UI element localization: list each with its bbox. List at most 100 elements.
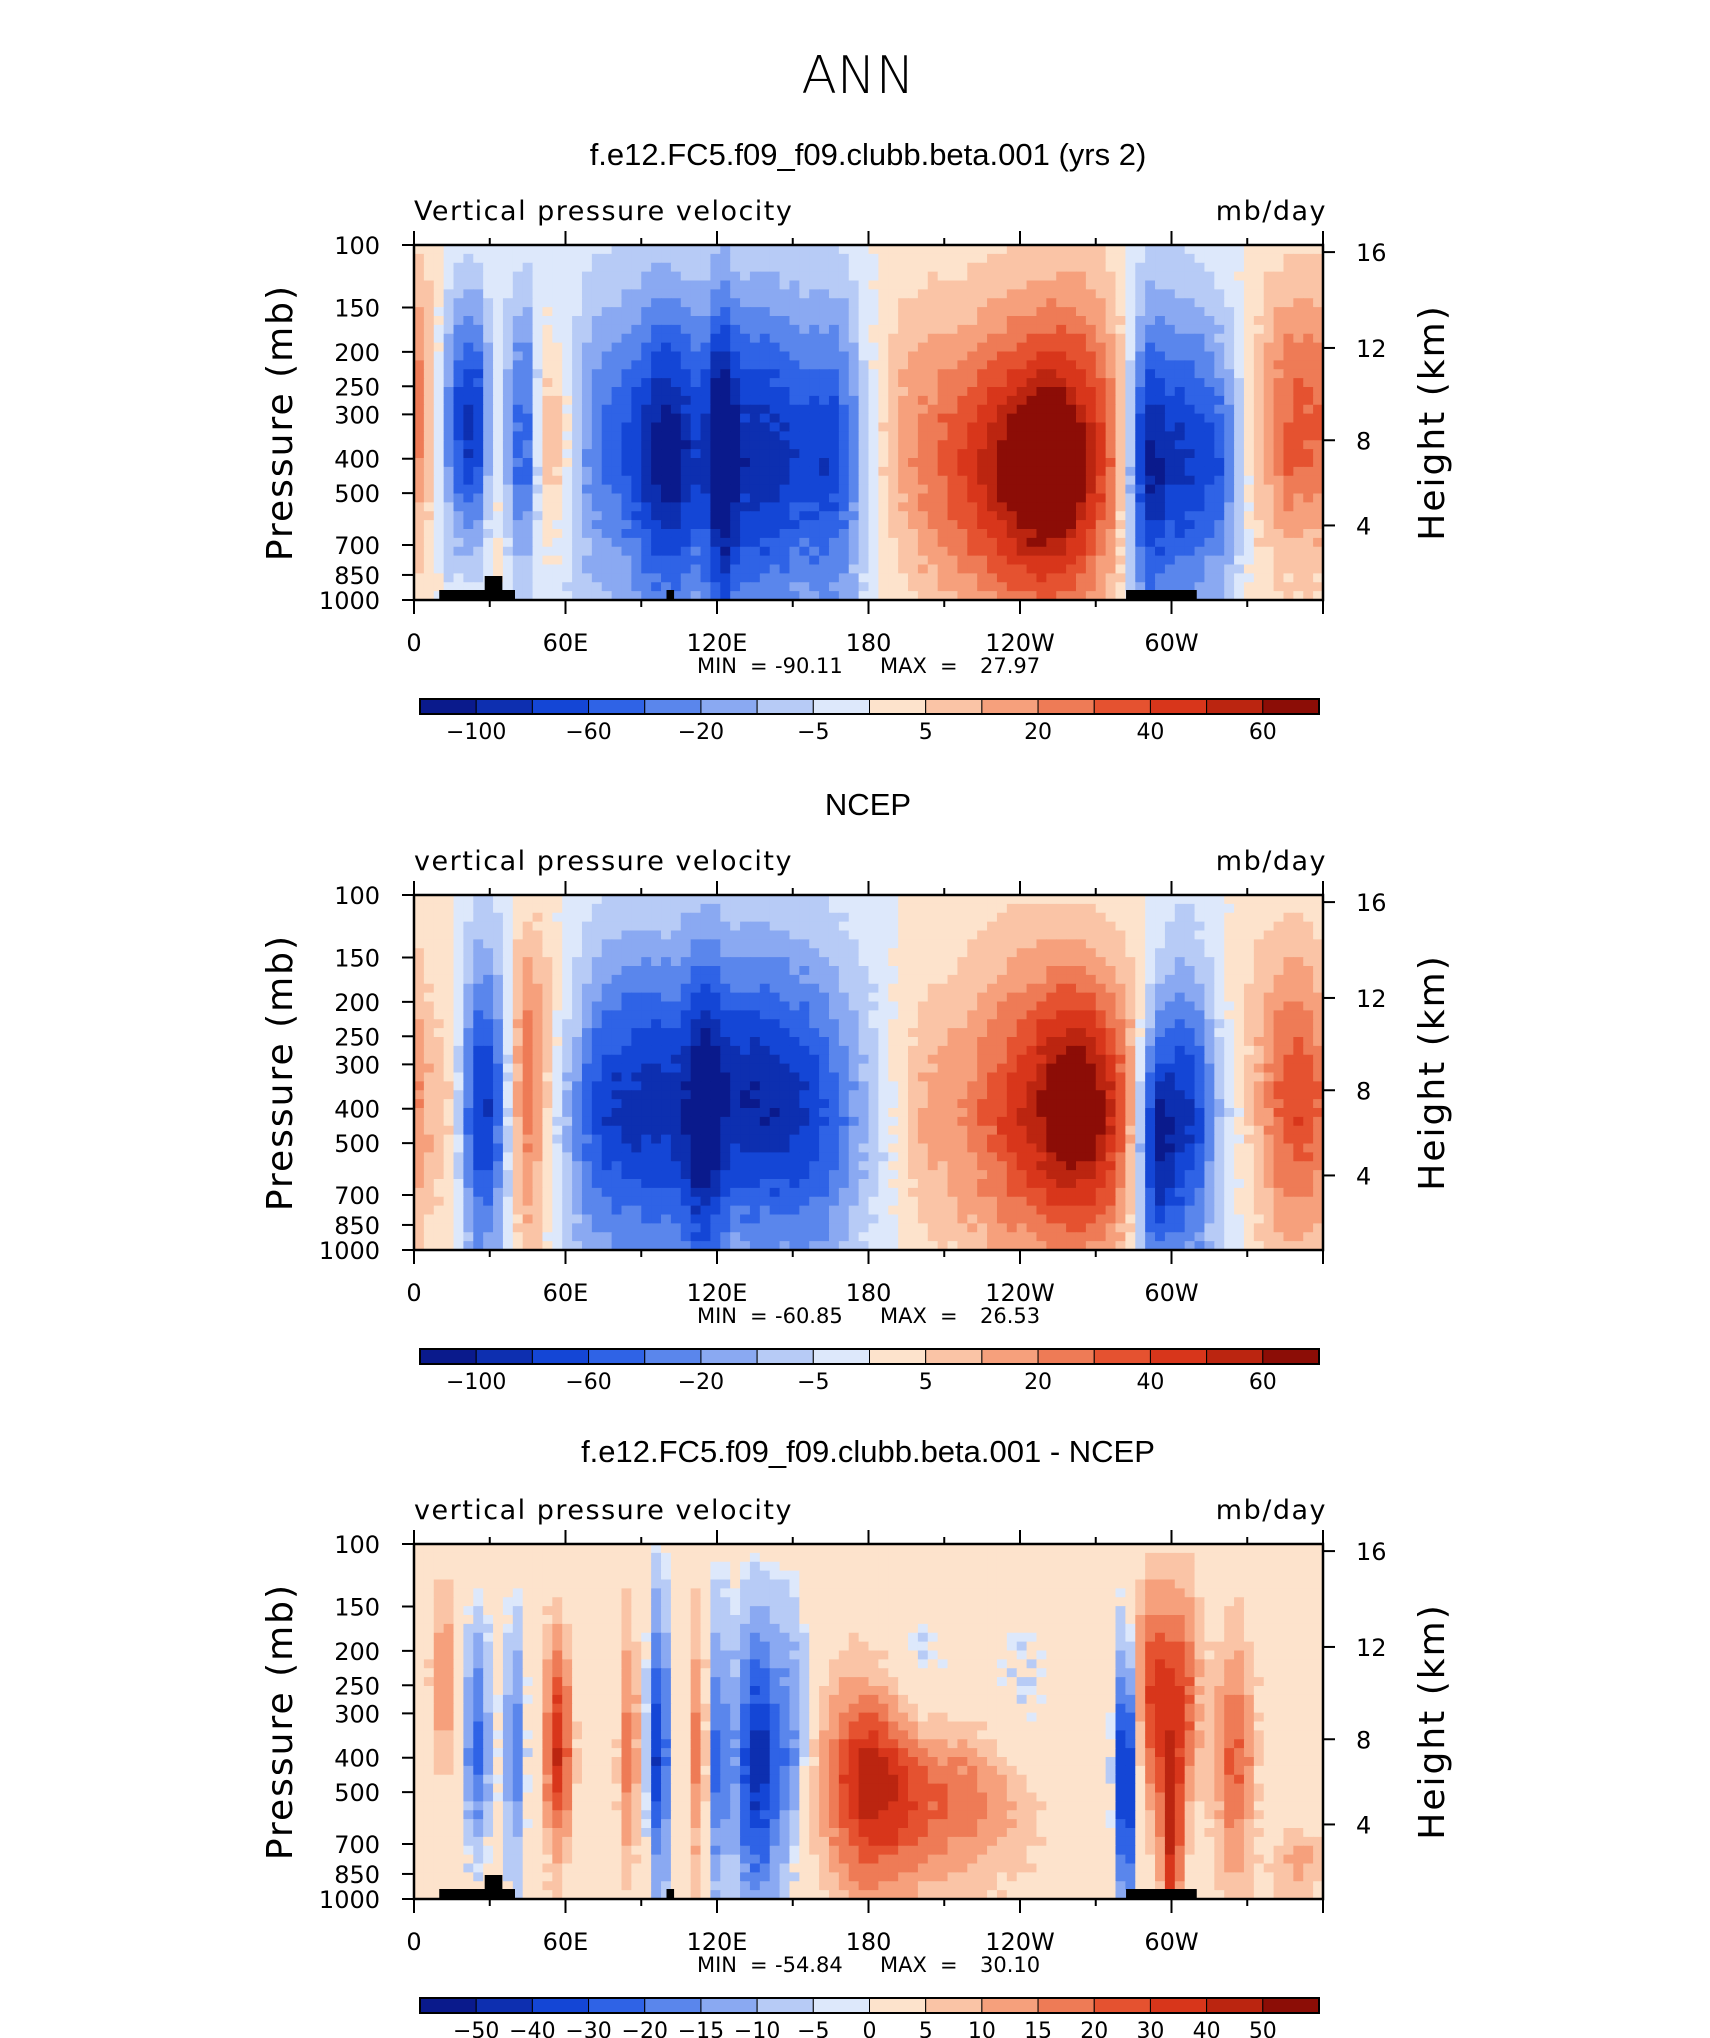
field-cell	[1155, 440, 1166, 450]
field-cell	[947, 983, 959, 994]
field-cell	[1313, 903, 1324, 914]
field-cell	[828, 431, 840, 441]
field-cell	[917, 983, 929, 994]
field-cell	[730, 413, 741, 424]
field-cell	[700, 404, 712, 415]
field-cell	[799, 484, 810, 495]
field-cell	[749, 502, 761, 512]
field-cell	[1214, 440, 1225, 450]
field-cell	[1194, 564, 1206, 574]
field-cell	[858, 930, 870, 940]
field-cell	[740, 1001, 751, 1011]
field-cell	[522, 912, 534, 923]
field-cell	[512, 440, 524, 450]
field-cell	[463, 342, 474, 353]
field-cell	[1046, 253, 1057, 264]
field-cell	[1204, 316, 1215, 326]
field-cell	[749, 466, 761, 477]
field-cell	[1214, 280, 1225, 290]
field-cell	[1303, 280, 1314, 290]
field-cell	[819, 903, 830, 914]
field-cell	[661, 413, 672, 424]
field-cell	[720, 939, 731, 949]
field-cell	[1283, 289, 1294, 299]
field-cell	[977, 992, 988, 1003]
field-cell	[740, 475, 751, 486]
field-cell	[670, 974, 682, 985]
field-cell	[1155, 555, 1166, 566]
field-cell	[473, 992, 484, 1003]
field-cell	[483, 466, 494, 477]
field-cell	[848, 912, 860, 923]
field-cell	[1066, 903, 1077, 914]
field-cell	[1056, 431, 1067, 441]
field-cell	[611, 324, 623, 335]
field-cell	[799, 449, 810, 459]
field-cell	[1224, 895, 1235, 905]
field-cell	[1155, 939, 1166, 949]
field-cell	[1016, 458, 1028, 468]
field-cell	[453, 948, 464, 958]
field-cell	[1283, 591, 1294, 601]
field-cell	[562, 333, 573, 344]
field-cell	[601, 360, 613, 370]
field-cell	[759, 502, 771, 512]
field-cell	[1046, 582, 1057, 592]
field-cell	[1105, 431, 1117, 441]
field-cell	[433, 484, 445, 495]
field-cell	[532, 537, 544, 548]
field-cell	[542, 564, 553, 574]
field-cell	[453, 520, 464, 530]
field-cell	[1273, 280, 1285, 290]
field-cell	[690, 351, 702, 361]
field-cell	[1075, 475, 1087, 486]
field-cell	[443, 422, 455, 432]
field-cell	[651, 591, 662, 601]
field-cell	[493, 458, 504, 468]
field-cell	[562, 529, 573, 539]
field-cell	[641, 1001, 652, 1011]
field-cell	[1036, 591, 1047, 601]
field-cell	[1026, 298, 1038, 308]
field-cell	[720, 333, 731, 344]
field-cell	[1095, 422, 1107, 432]
field-cell	[473, 502, 484, 512]
field-cell	[957, 966, 968, 976]
field-cell	[1085, 289, 1097, 299]
field-cell	[1174, 253, 1186, 264]
field-cell	[1145, 253, 1156, 264]
field-cell	[898, 520, 909, 530]
field-cell	[749, 895, 761, 905]
field-cell	[740, 466, 751, 477]
field-cell	[1253, 484, 1265, 495]
topography-block	[439, 590, 515, 600]
field-cell	[838, 298, 850, 308]
field-cell	[710, 564, 721, 574]
field-cell	[730, 351, 741, 361]
field-cell	[1273, 475, 1285, 486]
field-cell	[828, 422, 840, 432]
field-cell	[1214, 529, 1225, 539]
field-cell	[700, 413, 712, 424]
field-cell	[740, 316, 751, 326]
field-cell	[1155, 930, 1166, 940]
field-cell	[1155, 458, 1166, 468]
field-cell	[858, 921, 870, 932]
field-cell	[809, 546, 820, 557]
field-cell	[423, 307, 435, 317]
field-cell	[443, 395, 455, 406]
field-cell	[473, 484, 484, 495]
field-cell	[473, 573, 484, 583]
field-cell	[512, 289, 524, 299]
field-cell	[838, 262, 850, 273]
field-cell	[868, 546, 879, 557]
field-cell	[1105, 529, 1117, 539]
field-cell	[690, 316, 702, 326]
field-cell	[1046, 564, 1057, 574]
field-cell	[1066, 921, 1077, 932]
field-cell	[819, 537, 830, 548]
field-cell	[1184, 957, 1196, 967]
field-cell	[848, 1001, 860, 1011]
field-cell	[878, 912, 889, 923]
field-cell	[502, 431, 514, 441]
